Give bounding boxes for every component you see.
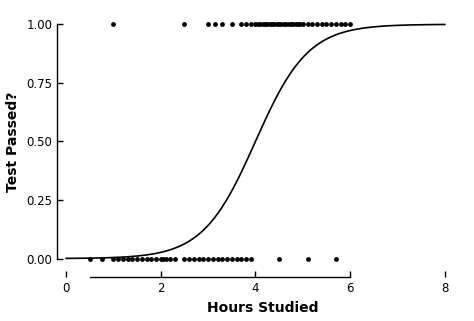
Point: [285, 22, 292, 27]
Point: [228, 22, 236, 27]
Point: [181, 22, 188, 27]
Point: [256, 22, 264, 27]
Point: [287, 22, 295, 27]
Point: [323, 22, 330, 27]
Point: [152, 256, 160, 261]
Point: [264, 22, 271, 27]
Point: [109, 22, 117, 27]
Point: [138, 256, 146, 261]
Point: [223, 256, 231, 261]
Point: [261, 22, 269, 27]
Point: [219, 256, 226, 261]
Point: [318, 22, 326, 27]
Point: [98, 256, 105, 261]
Point: [280, 22, 288, 27]
Point: [109, 256, 117, 261]
Point: [332, 22, 340, 27]
Point: [219, 22, 226, 27]
Point: [273, 22, 281, 27]
Point: [278, 22, 285, 27]
Point: [124, 256, 131, 261]
Point: [304, 256, 311, 261]
Point: [185, 256, 193, 261]
Point: [200, 256, 207, 261]
Point: [237, 22, 245, 27]
Point: [166, 256, 174, 261]
Point: [204, 22, 212, 27]
Point: [228, 256, 236, 261]
Point: [266, 22, 273, 27]
Point: [283, 22, 290, 27]
Point: [211, 22, 219, 27]
Point: [297, 22, 304, 27]
Point: [271, 22, 278, 27]
Point: [268, 22, 276, 27]
Point: [275, 256, 283, 261]
Point: [259, 22, 266, 27]
Point: [292, 22, 300, 27]
Point: [204, 256, 212, 261]
Point: [233, 256, 240, 261]
Point: [346, 22, 354, 27]
Point: [119, 256, 127, 261]
Point: [162, 256, 169, 261]
Point: [114, 256, 122, 261]
Point: [128, 256, 136, 261]
Point: [143, 256, 150, 261]
Point: [195, 256, 202, 261]
Point: [237, 256, 245, 261]
Point: [254, 22, 262, 27]
Point: [290, 22, 297, 27]
Point: [337, 22, 345, 27]
Point: [86, 256, 93, 261]
Point: [147, 256, 155, 261]
Point: [332, 256, 340, 261]
Point: [342, 22, 349, 27]
Point: [214, 256, 221, 261]
Point: [294, 22, 302, 27]
Point: [304, 22, 311, 27]
Point: [209, 256, 217, 261]
Point: [328, 22, 335, 27]
Point: [313, 22, 321, 27]
Point: [242, 22, 250, 27]
Point: [157, 256, 164, 261]
Point: [159, 256, 167, 261]
Point: [133, 256, 141, 261]
Point: [247, 22, 255, 27]
Point: [247, 256, 255, 261]
Point: [181, 256, 188, 261]
X-axis label: Hours Studied: Hours Studied: [207, 301, 319, 316]
Point: [171, 256, 179, 261]
Point: [309, 22, 316, 27]
Point: [190, 256, 198, 261]
Point: [242, 256, 250, 261]
Point: [252, 22, 259, 27]
Point: [275, 22, 283, 27]
Y-axis label: Test Passed?: Test Passed?: [6, 91, 19, 192]
Point: [299, 22, 307, 27]
